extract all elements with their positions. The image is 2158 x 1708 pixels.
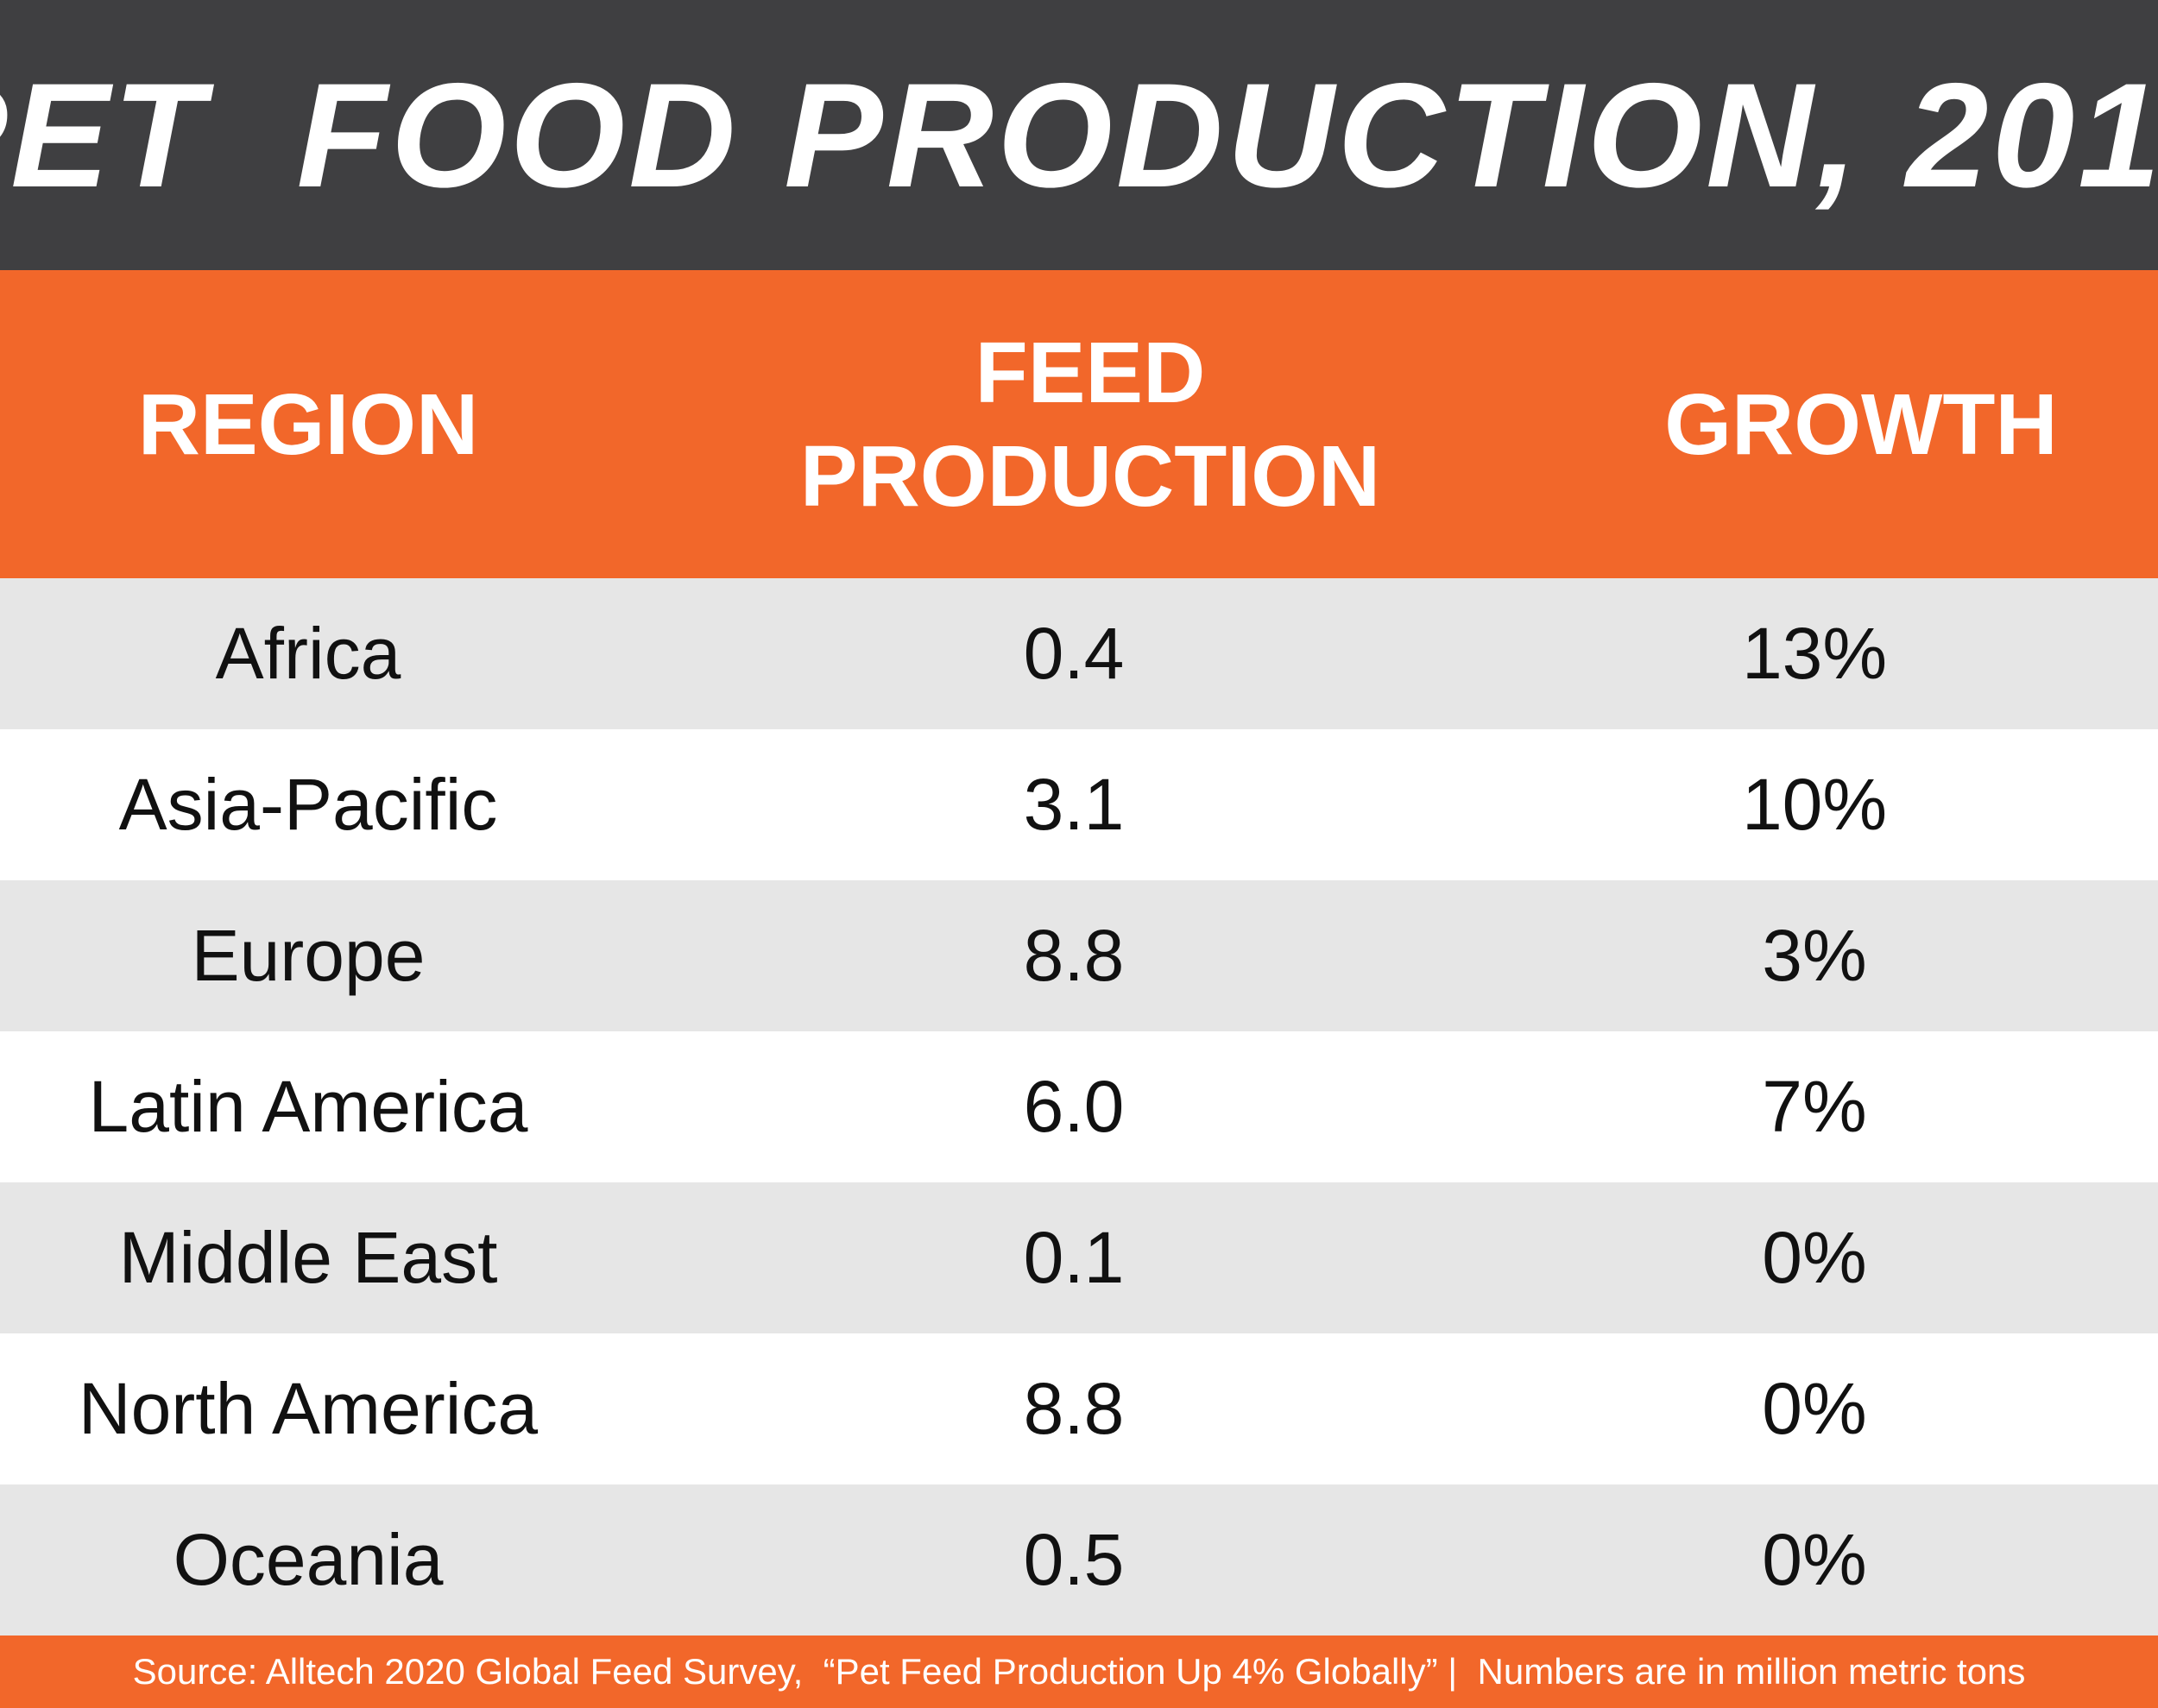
- title-bar: PET FOOD PRODUCTION, 2019: [0, 0, 2158, 270]
- table-row: Latin America 6.0 7%: [0, 1031, 2158, 1182]
- page-title: PET FOOD PRODUCTION, 2019: [0, 52, 2158, 218]
- cell-growth: 13%: [1741, 613, 1888, 694]
- cell-region: Latin America: [88, 1066, 528, 1147]
- column-header-growth: GROWTH: [1564, 270, 2158, 578]
- table-row: Asia-Pacific 3.1 10%: [0, 729, 2158, 880]
- table-body: Africa 0.4 13% Asia-Pacific 3.1 10% Euro…: [0, 578, 2158, 1636]
- cell-feed-production: 0.1: [1023, 1217, 1125, 1298]
- cell-feed-production: 6.0: [1023, 1066, 1125, 1147]
- cell-feed-production: 3.1: [1023, 764, 1125, 845]
- source-footer: Source: Alltech 2020 Global Feed Survey,…: [0, 1636, 2158, 1708]
- cell-region: Africa: [215, 613, 401, 694]
- cell-growth: 7%: [1762, 1066, 1867, 1147]
- cell-region: Asia-Pacific: [118, 764, 498, 845]
- column-header-region: REGION: [0, 270, 616, 578]
- cell-growth: 0%: [1762, 1368, 1867, 1449]
- cell-region: Middle East: [118, 1217, 498, 1298]
- cell-growth: 3%: [1762, 915, 1867, 996]
- cell-feed-production: 0.4: [1023, 613, 1125, 694]
- column-header-feed-production-label: FEED PRODUCTION: [799, 324, 1381, 525]
- cell-region: Europe: [191, 915, 426, 996]
- cell-region: Oceania: [173, 1519, 444, 1600]
- table-header: REGION FEED PRODUCTION GROWTH: [0, 270, 2158, 578]
- table-row: Europe 8.8 3%: [0, 880, 2158, 1031]
- cell-growth: 0%: [1762, 1217, 1867, 1298]
- cell-region: North America: [78, 1368, 539, 1449]
- column-header-region-label: REGION: [137, 375, 479, 473]
- cell-feed-production: 8.8: [1023, 1368, 1125, 1449]
- table-row: Oceania 0.5 0%: [0, 1484, 2158, 1636]
- cell-feed-production: 0.5: [1023, 1519, 1125, 1600]
- table-row: Africa 0.4 13%: [0, 578, 2158, 729]
- cell-growth: 10%: [1741, 764, 1888, 845]
- cell-growth: 0%: [1762, 1519, 1867, 1600]
- table-row: North America 8.8 0%: [0, 1333, 2158, 1484]
- column-header-growth-label: GROWTH: [1664, 375, 2058, 473]
- column-header-feed-production: FEED PRODUCTION: [616, 270, 1564, 578]
- table-row: Middle East 0.1 0%: [0, 1182, 2158, 1333]
- cell-feed-production: 8.8: [1023, 915, 1125, 996]
